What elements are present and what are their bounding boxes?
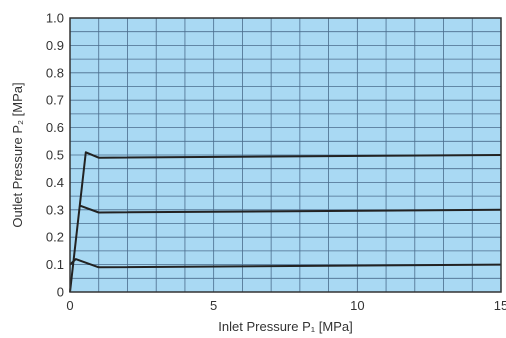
y-tick-label: 0.1 bbox=[46, 257, 64, 272]
y-tick-label: 0.9 bbox=[46, 38, 64, 53]
y-tick-label: 0.8 bbox=[46, 65, 64, 80]
y-tick-label: 1.0 bbox=[46, 11, 64, 26]
y-tick-label: 0.6 bbox=[46, 120, 64, 135]
series-line-2 bbox=[79, 204, 502, 214]
series-lines bbox=[69, 151, 502, 293]
y-tick-label: 0.5 bbox=[46, 148, 64, 163]
y-tick-label: 0.4 bbox=[46, 175, 64, 190]
x-tick-label: 10 bbox=[350, 298, 364, 313]
x-tick-labels: 0 5 10 15 bbox=[66, 298, 506, 313]
series-line-3 bbox=[69, 258, 502, 269]
x-axis-label: Inlet Pressure P₁ [MPa] bbox=[218, 319, 352, 334]
y-axis-label: Outlet Pressure P₂ [MPa] bbox=[10, 82, 25, 227]
y-tick-labels: 0 0.1 0.2 0.3 0.4 0.5 0.6 0.7 0.8 0.9 1.0 bbox=[46, 11, 64, 300]
x-tick-label: 0 bbox=[66, 298, 73, 313]
plot-frame bbox=[69, 17, 502, 293]
y-tick-label: 0 bbox=[57, 285, 64, 300]
y-tick-label: 0.7 bbox=[46, 93, 64, 108]
grid-lines bbox=[69, 17, 502, 293]
x-tick-label: 5 bbox=[210, 298, 217, 313]
series-line-1 bbox=[69, 151, 502, 293]
y-tick-label: 0.2 bbox=[46, 230, 64, 245]
x-tick-label: 15 bbox=[494, 298, 506, 313]
y-tick-label: 0.3 bbox=[46, 202, 64, 217]
